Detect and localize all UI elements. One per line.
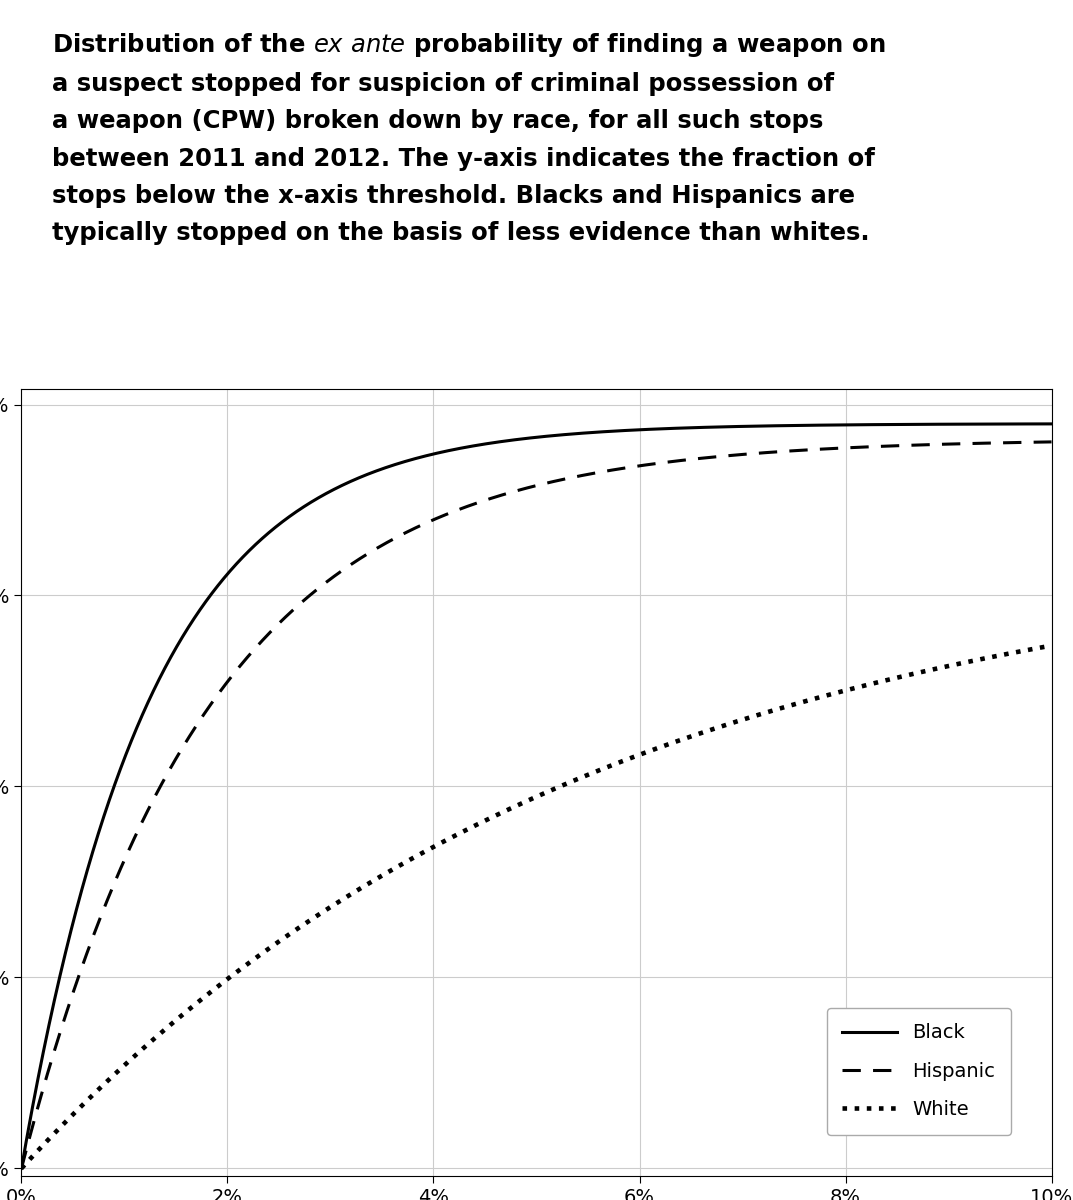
Text: Distribution of the $\it{ex\ ante}$ probability of finding a weapon on
a suspect: Distribution of the $\it{ex\ ante}$ prob… [53, 31, 886, 245]
Legend: Black, Hispanic, White: Black, Hispanic, White [827, 1008, 1011, 1135]
